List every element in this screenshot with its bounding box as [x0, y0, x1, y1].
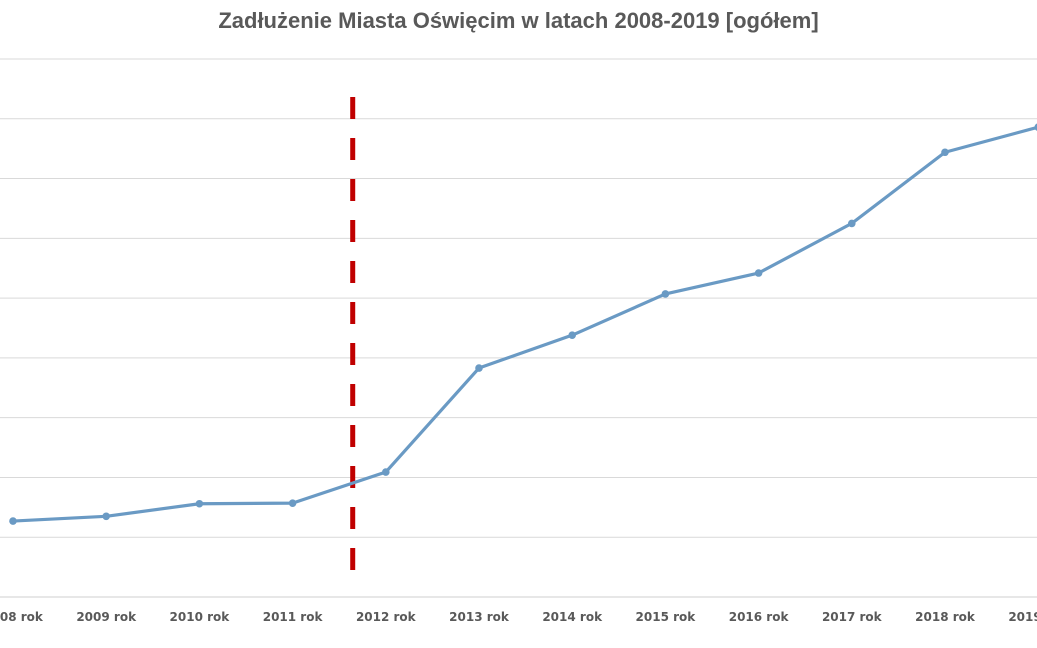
x-tick-label: 2015 rok — [636, 610, 697, 624]
data-point — [941, 148, 949, 157]
x-tick-label: 2008 rok — [0, 610, 44, 624]
x-tick-label: 2014 rok — [542, 610, 603, 624]
data-point — [754, 269, 763, 277]
x-tick-label: 2013 rok — [449, 610, 510, 624]
x-tick-label: 2019 rok — [1008, 610, 1037, 624]
x-tick-label: 2010 rok — [170, 610, 231, 624]
data-point — [475, 364, 483, 372]
x-tick-label: 2009 rok — [76, 610, 137, 624]
chart-title: Zadłużenie Miasta Oświęcim w latach 2008… — [218, 8, 819, 33]
data-point — [195, 499, 204, 508]
data-point — [288, 499, 297, 507]
x-tick-label: 2017 rok — [822, 610, 883, 624]
data-point — [848, 219, 856, 228]
data-point — [382, 468, 390, 476]
data-point — [9, 517, 17, 525]
x-tick-label: 2018 rok — [915, 610, 976, 624]
x-tick-label: 2016 rok — [729, 610, 790, 624]
series-line — [12, 125, 1037, 523]
data-point — [661, 290, 670, 298]
x-tick-label: 2012 rok — [356, 610, 417, 624]
x-tick-label: 2011 rok — [263, 610, 324, 624]
data-point — [102, 512, 110, 521]
data-point — [1034, 123, 1037, 131]
data-point — [568, 331, 576, 339]
